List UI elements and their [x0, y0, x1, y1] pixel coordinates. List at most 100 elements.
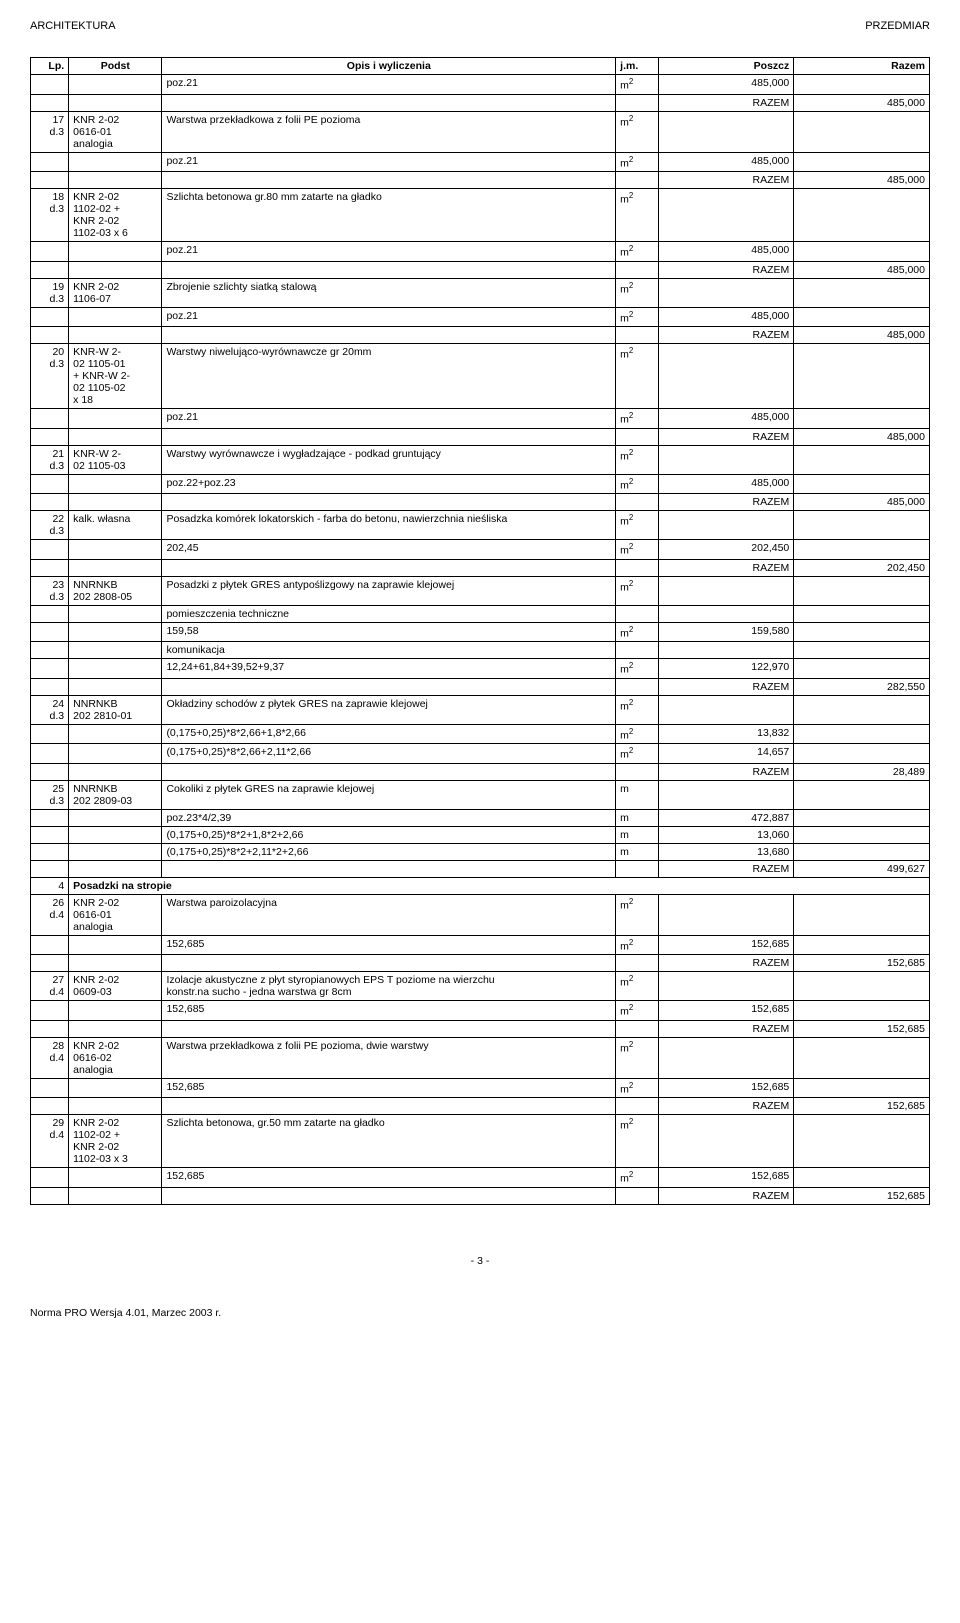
cell-podst: KNR 2-020609-03 [69, 972, 162, 1001]
page-number: - 3 - [30, 1255, 930, 1267]
cell-poszcz: RAZEM [658, 1187, 794, 1204]
table-row: 27d.4KNR 2-020609-03Izolacje akustyczne … [31, 972, 930, 1001]
cell-poszcz: 152,685 [658, 935, 794, 955]
cell-opis: Posadzki z płytek GRES antypoślizgowy na… [162, 576, 616, 605]
cell-podst [69, 494, 162, 511]
cell-opis: Warstwa przekładkowa z folii PE pozioma [162, 111, 616, 152]
table-row: RAZEM485,000 [31, 261, 930, 278]
table-row: 152,685m2152,685 [31, 935, 930, 955]
cell-podst [69, 809, 162, 826]
cell-lp [31, 763, 69, 780]
header-right: PRZEDMIAR [865, 20, 930, 32]
cell-jm: m2 [616, 972, 658, 1001]
cell-jm: m2 [616, 242, 658, 262]
cell-razem: 485,000 [794, 172, 930, 189]
cell-poszcz: 13,680 [658, 843, 794, 860]
cell-podst [69, 860, 162, 877]
cell-podst: KNR 2-021102-02 +KNR 2-021102-03 x 3 [69, 1115, 162, 1168]
cell-razem [794, 152, 930, 172]
cell-poszcz: 13,060 [658, 826, 794, 843]
cell-lp [31, 642, 69, 659]
cell-podst [69, 678, 162, 695]
cell-razem [794, 307, 930, 327]
cell-razem [794, 242, 930, 262]
cell-razem [794, 809, 930, 826]
table-row: RAZEM152,685 [31, 1098, 930, 1115]
cell-jm [616, 494, 658, 511]
cell-jm [616, 428, 658, 445]
cell-podst [69, 409, 162, 429]
table-row: pomieszczenia techniczne [31, 605, 930, 622]
cell-razem [794, 1078, 930, 1098]
cell-lp [31, 409, 69, 429]
cell-opis: Warstwa paroizolacyjna [162, 894, 616, 935]
footer-note: Norma PRO Wersja 4.01, Marzec 2003 r. [30, 1307, 930, 1319]
cell-podst [69, 605, 162, 622]
cell-razem [794, 1168, 930, 1188]
cell-poszcz [658, 780, 794, 809]
cell-opis: Szlichta betonowa, gr.50 mm zatarte na g… [162, 1115, 616, 1168]
table-row: 28d.4KNR 2-020616-02analogiaWarstwa prze… [31, 1037, 930, 1078]
table-row: 18d.3KNR 2-021102-02 +KNR 2-021102-03 x … [31, 189, 930, 242]
table-row: 17d.3KNR 2-020616-01analogiaWarstwa prze… [31, 111, 930, 152]
table-row: (0,175+0,25)*8*2,66+2,11*2,66m214,657 [31, 744, 930, 764]
cell-razem: 485,000 [794, 494, 930, 511]
cell-razem: 152,685 [794, 955, 930, 972]
cell-jm [616, 261, 658, 278]
cell-opis: 12,24+61,84+39,52+9,37 [162, 659, 616, 679]
cell-podst [69, 744, 162, 764]
cell-poszcz: 485,000 [658, 152, 794, 172]
cell-jm: m [616, 780, 658, 809]
cell-jm: m2 [616, 152, 658, 172]
cell-razem [794, 75, 930, 95]
cell-opis [162, 172, 616, 189]
col-opis: Opis i wyliczenia [162, 58, 616, 75]
cell-opis: 152,685 [162, 935, 616, 955]
cell-razem [794, 642, 930, 659]
cell-poszcz: 485,000 [658, 474, 794, 494]
cell-lp: 26d.4 [31, 894, 69, 935]
cell-podst [69, 75, 162, 95]
cell-poszcz: 485,000 [658, 242, 794, 262]
cell-razem [794, 189, 930, 242]
cell-podst [69, 307, 162, 327]
cell-podst: KNR 2-021106-07 [69, 278, 162, 307]
cell-razem [794, 344, 930, 409]
cell-podst [69, 261, 162, 278]
cell-jm: m [616, 826, 658, 843]
col-razem: Razem [794, 58, 930, 75]
cell-podst: KNR 2-020616-01analogia [69, 111, 162, 152]
cell-razem: 485,000 [794, 261, 930, 278]
cell-jm [616, 955, 658, 972]
cell-opis [162, 428, 616, 445]
table-row: poz.21m2485,000 [31, 75, 930, 95]
cell-jm: m2 [616, 1037, 658, 1078]
table-row: 152,685m2152,685 [31, 1078, 930, 1098]
cell-opis: (0,175+0,25)*8*2+1,8*2+2,66 [162, 826, 616, 843]
cell-jm: m2 [616, 659, 658, 679]
cell-lp [31, 955, 69, 972]
section-title: Posadzki na stropie [69, 877, 930, 894]
col-jm: j.m. [616, 58, 658, 75]
cell-jm [616, 642, 658, 659]
cell-razem: 485,000 [794, 428, 930, 445]
cell-lp [31, 605, 69, 622]
table-row: poz.21m2485,000 [31, 152, 930, 172]
cell-lp [31, 474, 69, 494]
cell-jm [616, 1187, 658, 1204]
cell-jm: m2 [616, 189, 658, 242]
cell-lp: 4 [31, 877, 69, 894]
table-row: 26d.4KNR 2-020616-01analogiaWarstwa paro… [31, 894, 930, 935]
cell-razem [794, 826, 930, 843]
cell-opis: Cokoliki z płytek GRES na zaprawie klejo… [162, 780, 616, 809]
cell-lp: 28d.4 [31, 1037, 69, 1078]
cell-podst: KNR-W 2-02 1105-03 [69, 445, 162, 474]
cell-podst: NNRNKB202 2809-03 [69, 780, 162, 809]
table-row: 23d.3NNRNKB202 2808-05Posadzki z płytek … [31, 576, 930, 605]
cell-razem [794, 744, 930, 764]
cell-poszcz [658, 189, 794, 242]
cell-podst [69, 428, 162, 445]
cell-jm [616, 559, 658, 576]
cell-poszcz: RAZEM [658, 955, 794, 972]
cell-podst: kalk. własna [69, 511, 162, 540]
